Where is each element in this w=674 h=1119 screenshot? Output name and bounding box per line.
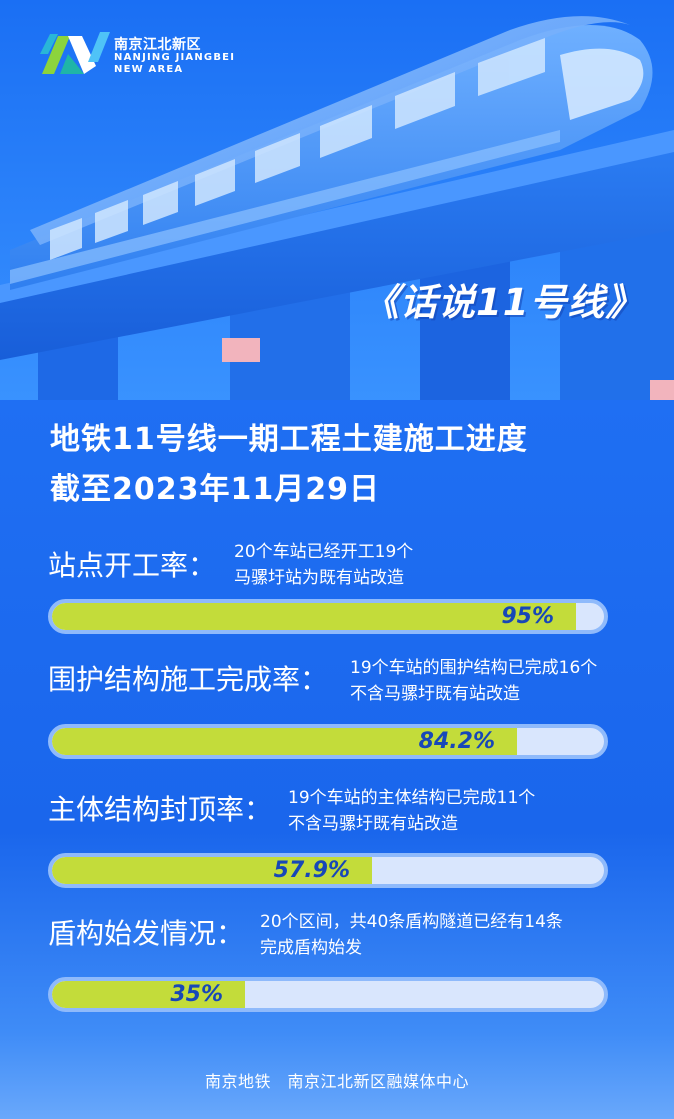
metric-note: 不含马骡圩既有站改造	[350, 684, 520, 704]
logo-name-en-line1: NANJING JIANGBEI	[114, 52, 236, 63]
series-title: 《话说11号线》	[362, 281, 644, 324]
hero-banner	[0, 0, 674, 410]
metric-note: 完成盾构始发	[260, 938, 362, 958]
metric-label: 围护结构施工完成率：	[48, 663, 329, 696]
pillar-right	[420, 250, 510, 410]
train-window	[195, 159, 235, 206]
progress-value: 35%	[170, 982, 223, 1007]
train-window	[50, 218, 82, 260]
progress-value: 95%	[501, 604, 554, 629]
metric-note: 19个车站的主体结构已完成11个	[288, 788, 536, 808]
train-window	[320, 105, 372, 158]
nanjing-jiangbei-logo-icon	[40, 32, 110, 74]
headline-date: 截至2023年11月29日	[50, 472, 380, 507]
accent-square	[222, 338, 260, 362]
progress-bar-fill	[52, 603, 576, 630]
metric-note: 19个车站的围护结构已完成16个	[350, 658, 598, 678]
metric-label: 盾构始发情况：	[48, 917, 245, 950]
progress-bar-fill	[52, 981, 245, 1008]
logo-name-cn: 南京江北新区	[114, 37, 201, 53]
track-beam-top	[0, 130, 674, 303]
progress-value: 84.2%	[418, 729, 495, 754]
train-window	[95, 200, 128, 243]
metric-note: 马骡圩站为既有站改造	[234, 568, 404, 588]
progress-bar: 35%	[48, 977, 608, 1012]
progress-bar: 84.2%	[48, 724, 608, 759]
progress-bar-fill	[52, 857, 372, 884]
progress-bar: 57.9%	[48, 853, 608, 888]
train-window	[395, 72, 455, 129]
progress-bar: 95%	[48, 599, 608, 634]
footer-credits: 南京地铁 南京江北新区融媒体中心	[204, 1072, 469, 1091]
logo-name-en-line2: NEW AREA	[114, 64, 184, 75]
track-beam	[0, 150, 674, 360]
metric-note: 不含马骡圩既有站改造	[288, 814, 458, 834]
brand-logo: 南京江北新区 NANJING JIANGBEI NEW AREA	[38, 24, 234, 80]
train-window	[478, 38, 545, 96]
metro-train-illustration	[0, 0, 674, 410]
train-roof	[30, 16, 630, 245]
progress-value: 57.9%	[273, 858, 350, 883]
progress-bar-fill	[52, 728, 517, 755]
headline-title: 地铁11号线一期工程土建施工进度	[50, 422, 528, 457]
train-windshield	[560, 48, 644, 120]
metric-note: 20个车站已经开工19个	[234, 542, 414, 562]
train-windows	[50, 38, 545, 260]
train-stripe	[10, 130, 560, 284]
metric-label: 主体结构封顶率：	[48, 793, 273, 826]
train-window	[143, 181, 178, 225]
metric-note: 20个区间，共40条盾构隧道已经有14条	[260, 912, 563, 932]
metric-label: 站点开工率：	[48, 549, 217, 582]
train-body	[10, 25, 653, 290]
train-window	[255, 133, 300, 183]
